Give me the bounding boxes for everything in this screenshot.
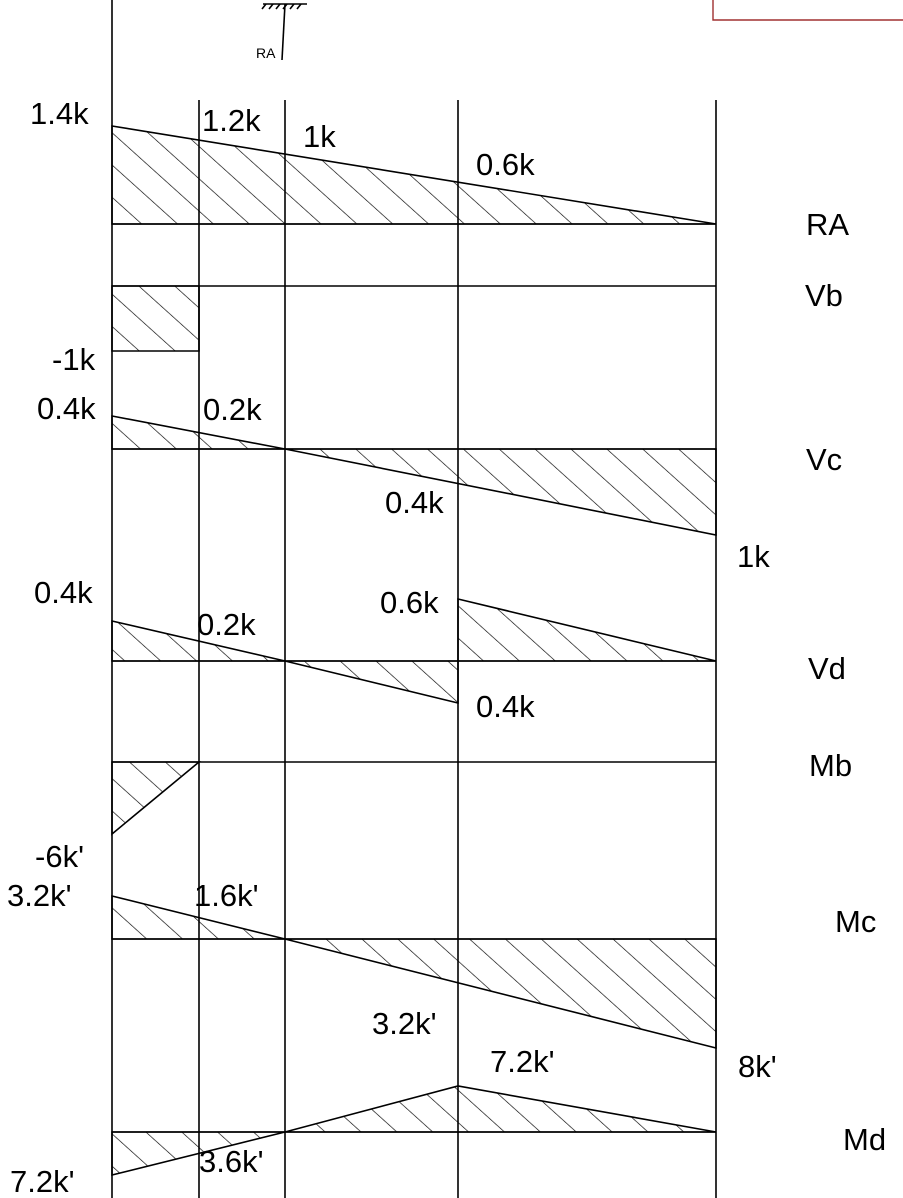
mc-value-4: 8k': [738, 1049, 777, 1084]
vd-name: Vd: [808, 651, 846, 686]
mc-name: Mc: [835, 904, 876, 939]
mc-value-3: 3.2k': [372, 1006, 437, 1041]
header-box-fragment: [712, 0, 903, 21]
support-symbol: [261, 3, 307, 61]
diagram-ra: RA 1.4k 1.2k 1k 0.6k: [30, 96, 849, 242]
md-value-2: 3.6k': [199, 1144, 264, 1179]
vc-value-1: 0.4k: [37, 391, 96, 426]
vd-value-1: 0.4k: [34, 575, 93, 610]
ra-name: RA: [806, 207, 849, 242]
mb-area: [111, 761, 202, 836]
diagram-vb: Vb -1k: [52, 278, 843, 377]
vd-value-3: 0.6k: [380, 585, 439, 620]
mb-value-1: -6k': [35, 839, 84, 874]
vb-value-1: -1k: [52, 342, 96, 377]
ra-area: [111, 125, 717, 225]
vc-value-3: 0.4k: [385, 485, 444, 520]
diagram-mc: Mc 3.2k' 1.6k' 3.2k' 8k': [7, 878, 876, 1084]
vc-value-4: 1k: [737, 539, 770, 574]
vd-area-positive-right: [457, 597, 717, 662]
vc-area-negative: [284, 448, 717, 536]
diagram-mb: Mb -6k': [35, 748, 852, 874]
md-area-right: [284, 1085, 717, 1133]
support-label: RA: [256, 45, 276, 61]
ra-value-4: 0.6k: [476, 147, 535, 182]
vd-area-negative: [284, 660, 459, 705]
vb-name: Vb: [805, 278, 843, 313]
md-name: Md: [843, 1122, 886, 1157]
mc-area-negative: [284, 938, 717, 1050]
diagram-vd: Vd 0.4k 0.2k 0.6k 0.4k: [34, 575, 846, 724]
vc-name: Vc: [806, 442, 842, 477]
md-value-3: 7.2k': [490, 1044, 555, 1079]
mb-name: Mb: [809, 748, 852, 783]
ra-value-3: 1k: [303, 119, 336, 154]
diagram-vc: Vc 0.4k 0.2k 0.4k 1k: [37, 391, 842, 574]
vc-value-2: 0.2k: [203, 392, 262, 427]
vd-value-2: 0.2k: [197, 607, 256, 642]
md-value-1: 7.2k': [10, 1164, 75, 1198]
vb-area: [111, 285, 200, 352]
mc-value-1: 3.2k': [7, 878, 72, 913]
vd-value-4: 0.4k: [476, 689, 535, 724]
diagram-md: Md 7.2k' 3.6k' 7.2k': [10, 1044, 886, 1198]
mc-value-2: 1.6k': [194, 878, 259, 913]
ra-value-1: 1.4k: [30, 96, 89, 131]
ra-value-2: 1.2k: [202, 103, 261, 138]
